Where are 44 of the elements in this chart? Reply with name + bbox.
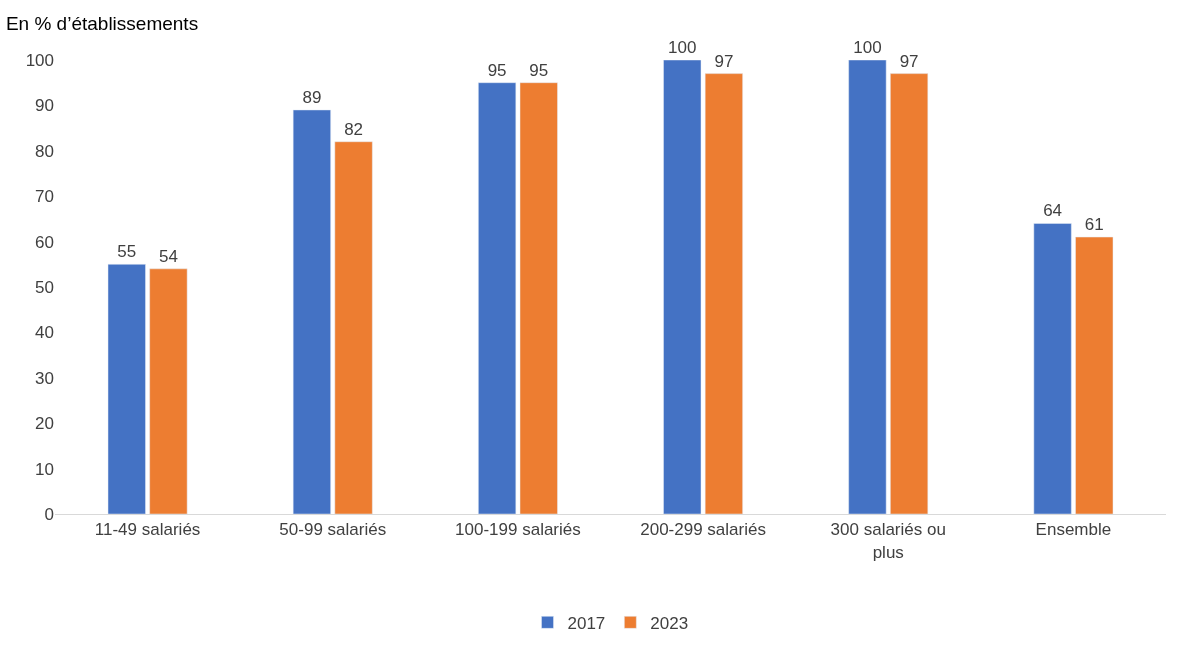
data-label: 97 xyxy=(899,51,919,71)
y-tick-label: 10 xyxy=(35,459,54,479)
data-label: 100 xyxy=(853,38,882,57)
y-tick-label: 40 xyxy=(35,323,54,343)
x-tick-label: 200-299 salariés xyxy=(640,520,766,540)
data-label: 97 xyxy=(714,51,734,71)
bar xyxy=(478,82,517,514)
y-tick-label: 0 xyxy=(44,504,54,524)
y-tick-label: 30 xyxy=(35,368,54,388)
y-tick-label: 60 xyxy=(35,232,54,252)
bar xyxy=(292,109,331,514)
x-tick-label: 11-49 salariés xyxy=(94,520,201,540)
y-tick-label: 20 xyxy=(35,414,54,434)
data-label: 100 xyxy=(668,38,697,57)
bar xyxy=(1075,236,1114,514)
legend-label: 2017 xyxy=(567,613,606,633)
y-tick-label: 70 xyxy=(35,187,54,207)
bar xyxy=(519,82,558,514)
bar xyxy=(149,268,188,514)
data-label: 89 xyxy=(302,87,322,107)
data-label: 82 xyxy=(344,119,364,139)
bar xyxy=(663,60,702,514)
chart-title: En % d’établissements xyxy=(5,12,199,34)
bar xyxy=(107,264,146,514)
data-label: 95 xyxy=(529,60,549,80)
data-label: 55 xyxy=(117,242,137,262)
bar xyxy=(1033,223,1072,514)
y-tick-label: 50 xyxy=(35,277,54,297)
x-tick-label: 100-199 salariés xyxy=(455,520,581,540)
x-tick-label: 300 salariés ou plus xyxy=(830,520,946,562)
bar xyxy=(704,73,743,514)
bar xyxy=(334,141,373,514)
data-label: 54 xyxy=(158,246,178,266)
bar xyxy=(890,73,929,514)
bar xyxy=(848,60,887,514)
x-tick-label: Ensemble xyxy=(1035,520,1112,540)
y-tick-label: 80 xyxy=(35,141,54,161)
data-label: 64 xyxy=(1043,201,1063,221)
x-tick-label: 50-99 salariés xyxy=(279,520,387,540)
data-label: 95 xyxy=(487,60,507,80)
legend-label: 2023 xyxy=(650,613,689,633)
y-tick-label: 100 xyxy=(25,50,54,70)
y-tick-label: 90 xyxy=(35,96,54,116)
data-label: 61 xyxy=(1084,215,1104,235)
